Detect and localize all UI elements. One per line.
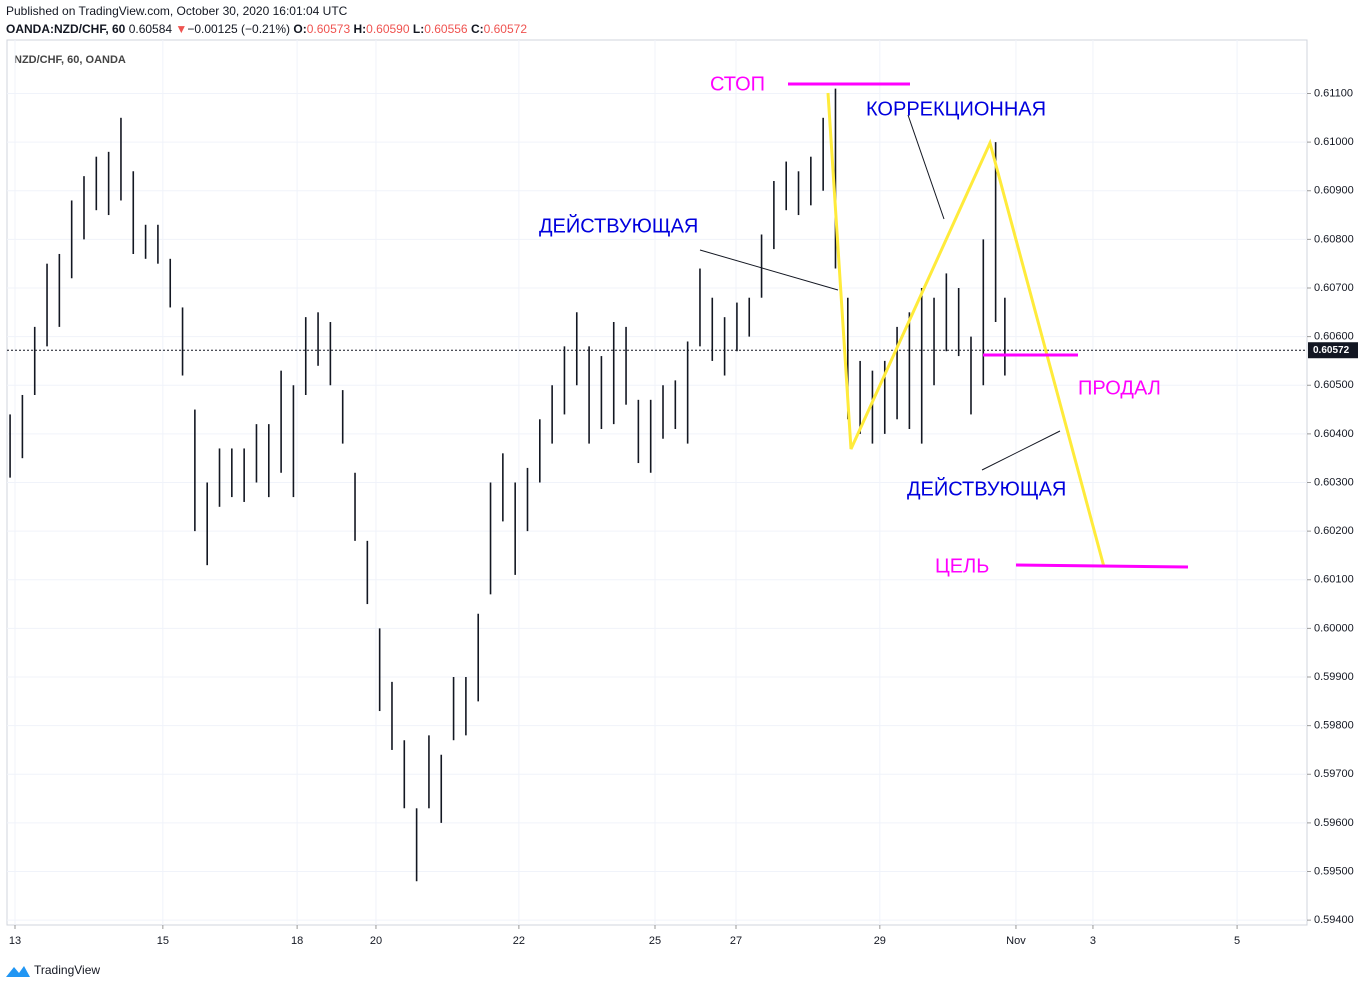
y-tick-label: 0.60900 — [1314, 185, 1354, 197]
x-tick-label: Nov — [1006, 935, 1026, 947]
y-tick-label: 0.61000 — [1314, 136, 1354, 148]
x-tick-label: 18 — [291, 935, 303, 947]
y-tick-label: 0.60500 — [1314, 379, 1354, 391]
footer-brand: TradingView — [34, 963, 100, 977]
last-price-box — [1308, 342, 1358, 359]
l-value: 0.60556 — [424, 22, 468, 36]
x-tick-label: 3 — [1090, 935, 1096, 947]
annotation: ПРОДАЛ — [1078, 377, 1161, 399]
last-price-label: 0.60572 — [1313, 345, 1350, 356]
pointer — [699, 249, 839, 291]
y-tick-label: 0.60000 — [1314, 622, 1354, 634]
symbol: OANDA:NZD/CHF, 60 — [6, 22, 126, 36]
annotation: ДЕЙСТВУЮЩАЯ — [907, 476, 1066, 500]
y-tick-label: 0.60700 — [1314, 282, 1354, 294]
x-tick-label: 27 — [730, 935, 742, 947]
c-value: 0.60572 — [483, 22, 528, 36]
y-tick-label: 0.59400 — [1314, 914, 1354, 926]
y-tick-label: 0.59600 — [1314, 817, 1354, 829]
logo — [6, 966, 30, 977]
drawings: СТОП КОРРЕКЦИОННАЯ ДЕЙСТВУЮЩАЯ ПРОДАЛ ДЕ… — [539, 73, 1189, 577]
c-label: C: — [470, 22, 484, 36]
o-value: 0.60573 — [306, 22, 351, 36]
brand: TradingView — [6, 963, 100, 977]
chart-title: NZD/CHF, 60, OANDA — [14, 54, 126, 66]
y-tick-label: 0.60400 — [1314, 428, 1354, 440]
y-tick-label: 0.59500 — [1314, 865, 1354, 877]
published: Published on TradingView.com, October 30… — [6, 4, 348, 18]
y-tick-label: 0.61100 — [1314, 87, 1353, 99]
h-value: 0.60590 — [366, 22, 410, 36]
grid — [7, 40, 1311, 929]
y-tick-label: 0.60600 — [1314, 331, 1354, 343]
x-tick-label: 29 — [874, 935, 886, 947]
y-tick-label: 0.60800 — [1314, 233, 1354, 245]
price: 0.60584 — [128, 22, 173, 36]
y-tick-label: 0.60300 — [1314, 476, 1354, 488]
y-tick-label: 0.60100 — [1314, 574, 1354, 586]
pointer — [981, 430, 1061, 471]
target-line — [1015, 563, 1189, 569]
annotation: КОРРЕКЦИОННАЯ — [866, 98, 1046, 120]
x-tick-label: 5 — [1234, 935, 1240, 947]
x-tick-label: 25 — [649, 935, 661, 947]
h-label: H: — [353, 22, 367, 36]
quote-line: OANDA:NZD/CHF, 60 0.60584 ▼−0.00125 (−0.… — [6, 22, 527, 36]
bars — [7, 88, 1307, 882]
change: −0.00125 (−0.21%) — [187, 22, 291, 36]
x-tick-label: 15 — [157, 935, 169, 947]
x-tick-label: 22 — [513, 935, 525, 947]
annotation: ЦЕЛЬ — [935, 555, 989, 577]
arrow: ▼ — [175, 22, 188, 36]
y-tick-label: 0.59700 — [1314, 768, 1354, 780]
x-tick-label: 20 — [370, 935, 382, 947]
o-label: O: — [293, 22, 307, 36]
l-label: L: — [412, 22, 425, 36]
pointer — [907, 114, 945, 220]
x-tick-label: 13 — [9, 935, 21, 947]
y-tick-label: 0.59800 — [1314, 720, 1354, 732]
annotation: СТОП — [710, 73, 765, 95]
y-tick-label: 0.59900 — [1314, 671, 1354, 683]
annotation: ДЕЙСТВУЮЩАЯ — [539, 213, 698, 237]
y-tick-label: 0.60200 — [1314, 525, 1354, 537]
